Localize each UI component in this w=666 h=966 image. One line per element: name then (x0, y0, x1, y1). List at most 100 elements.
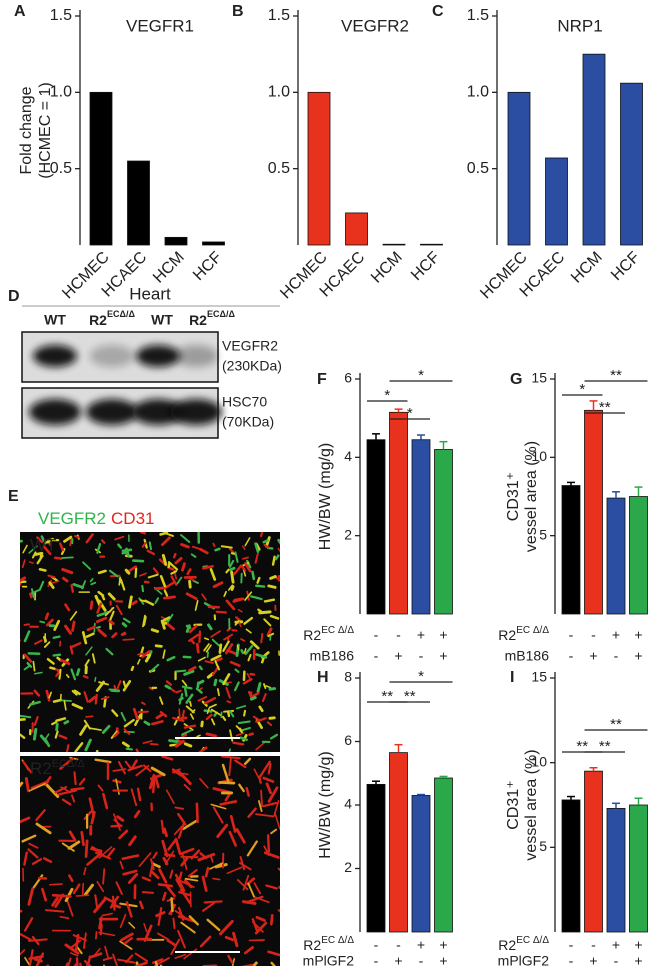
vessel (198, 665, 203, 671)
vessel (71, 794, 76, 803)
condition-sign: - (569, 953, 574, 966)
x-tick-label: HCF (190, 249, 225, 284)
bar (629, 496, 648, 615)
condition-sign: - (614, 953, 619, 966)
vessel (241, 556, 249, 560)
vessel (243, 616, 254, 625)
vessel (71, 689, 78, 696)
vessel (74, 742, 84, 752)
condition-sign: - (569, 627, 574, 643)
vessel (123, 718, 135, 728)
vessel (230, 570, 235, 584)
vessel (227, 954, 234, 964)
vessel (278, 885, 280, 890)
vessel (142, 614, 146, 628)
vessel (59, 542, 65, 552)
vessel (216, 688, 220, 697)
condition-label-base: R2 (303, 627, 321, 643)
vessel (58, 734, 68, 740)
vessel (67, 840, 81, 850)
lane-label: WT (44, 312, 66, 328)
stain-name: CD31 (111, 509, 154, 528)
vessel (270, 914, 274, 926)
vessel (263, 543, 270, 549)
vessel (65, 744, 70, 752)
vessel (195, 642, 200, 654)
vessel (31, 551, 37, 559)
y-tick-label: 1.5 (50, 7, 72, 24)
vessel (130, 759, 138, 771)
vessel (211, 638, 220, 647)
x-tick-label: HCM (368, 249, 406, 287)
vessel (170, 938, 181, 955)
condition-label-sup: EC Δ/Δ (516, 935, 549, 946)
vessel (164, 883, 176, 898)
bar (389, 752, 408, 933)
vessel (277, 867, 280, 872)
vessel (255, 653, 268, 659)
vessel (247, 807, 257, 818)
vessel (178, 708, 181, 721)
vessel (151, 958, 164, 964)
vessel (230, 585, 235, 591)
vessel (23, 653, 33, 663)
vessel (197, 696, 208, 702)
vessel (232, 741, 245, 746)
condition-sign: + (394, 953, 402, 966)
y-tick-label: 4 (344, 796, 352, 812)
vessel (266, 627, 273, 637)
vessel (235, 828, 246, 844)
x-tick-label: HCM (568, 249, 606, 287)
bar (582, 53, 606, 246)
vessel (32, 660, 36, 672)
significance-label: ** (610, 716, 622, 733)
vessel (125, 954, 134, 964)
vessel (239, 856, 246, 871)
vessel (29, 700, 41, 706)
vessel (265, 685, 272, 689)
lane-label: WT (151, 312, 173, 328)
y-tick-label: 1.0 (467, 84, 489, 101)
vessel (90, 846, 102, 854)
vessel (212, 806, 224, 824)
vessel (94, 676, 97, 682)
vessel (174, 909, 186, 918)
vessel (258, 705, 264, 713)
vessel (233, 597, 244, 602)
vessel (267, 786, 279, 803)
vessel (31, 858, 43, 866)
vessel (168, 739, 179, 744)
vessel (20, 781, 24, 788)
vessel (257, 608, 263, 614)
lane-label: R2ECΔ/Δ (89, 309, 135, 327)
condition-label-sup: EC Δ/Δ (321, 935, 354, 946)
vessel (21, 834, 37, 843)
vessel (150, 870, 160, 880)
significance-label: ** (599, 738, 611, 755)
vessel (210, 654, 222, 662)
vessel (43, 737, 51, 748)
vessel (174, 557, 183, 565)
vessel (189, 713, 195, 720)
vessel (71, 620, 76, 632)
vessel (212, 581, 224, 589)
x-tick-label: HCM (150, 249, 188, 287)
condition-label-base: R2 (498, 627, 516, 643)
vessel (181, 733, 188, 738)
vessel (115, 881, 123, 895)
blot-band (33, 345, 77, 367)
vessel (127, 873, 139, 884)
vessel (39, 580, 45, 591)
vessel (45, 733, 50, 739)
vessel (63, 720, 70, 725)
vessel (84, 659, 90, 667)
vessel (72, 583, 85, 589)
vessel (32, 727, 38, 741)
vessel (213, 678, 218, 687)
vessel (234, 620, 240, 626)
vessel (108, 619, 115, 626)
vessel (163, 589, 169, 597)
vessel (36, 554, 44, 565)
vessel (86, 625, 96, 632)
vessel (90, 581, 97, 586)
